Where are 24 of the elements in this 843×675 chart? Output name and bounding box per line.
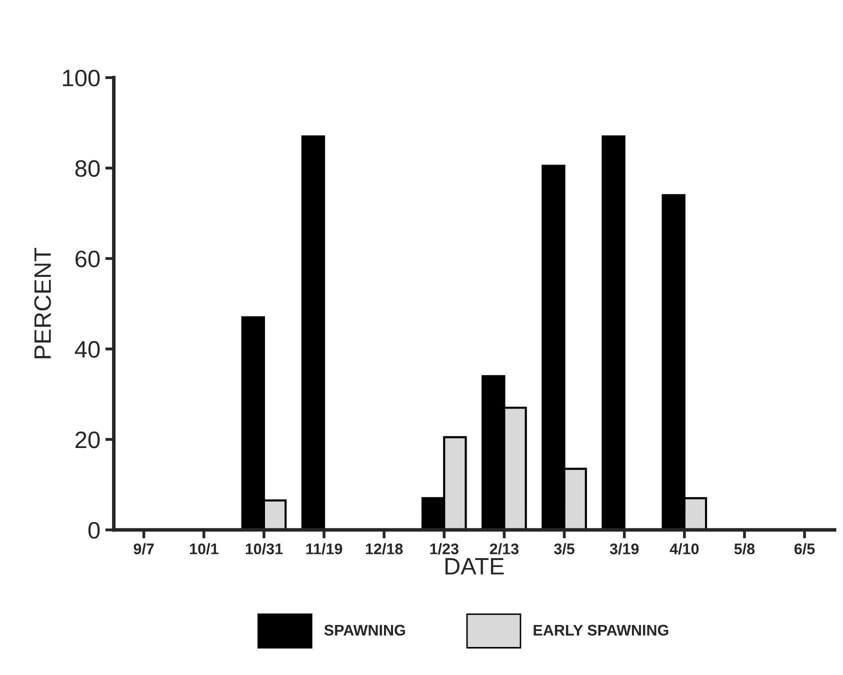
bar [301, 135, 326, 530]
y-tick-label: 60 [76, 250, 100, 268]
x-tick-label: 12/18 [366, 543, 403, 554]
x-tick-label: 2/13 [490, 543, 519, 554]
y-tick-label: 100 [63, 70, 100, 86]
bar [602, 135, 626, 530]
x-tick-label: 9/7 [134, 543, 154, 554]
x-tick-label: 11/19 [306, 543, 342, 554]
x-tick-label: 6/5 [794, 543, 815, 554]
x-tick-label: 3/5 [554, 543, 574, 554]
legend-label: EARLY SPAWNING [534, 624, 668, 636]
y-tick-label: 80 [75, 160, 100, 177]
x-tick-label: 4/10 [670, 543, 699, 554]
legend-label: SPAWNING [324, 624, 405, 636]
x-axis-title: DATE [446, 558, 504, 574]
y-axis-title: PERCENT [34, 248, 51, 358]
x-tick-label: 10/31 [246, 543, 283, 554]
y-tick-label: 20 [76, 431, 100, 448]
x-tick-label: 10/1 [190, 543, 218, 554]
x-tick-label: 5/8 [734, 543, 755, 554]
y-tick-label: 40 [74, 341, 100, 358]
x-tick-label: 1/23 [430, 543, 458, 554]
x-tick-label: 3/19 [610, 543, 639, 554]
y-tick-label: 0 [88, 522, 100, 539]
